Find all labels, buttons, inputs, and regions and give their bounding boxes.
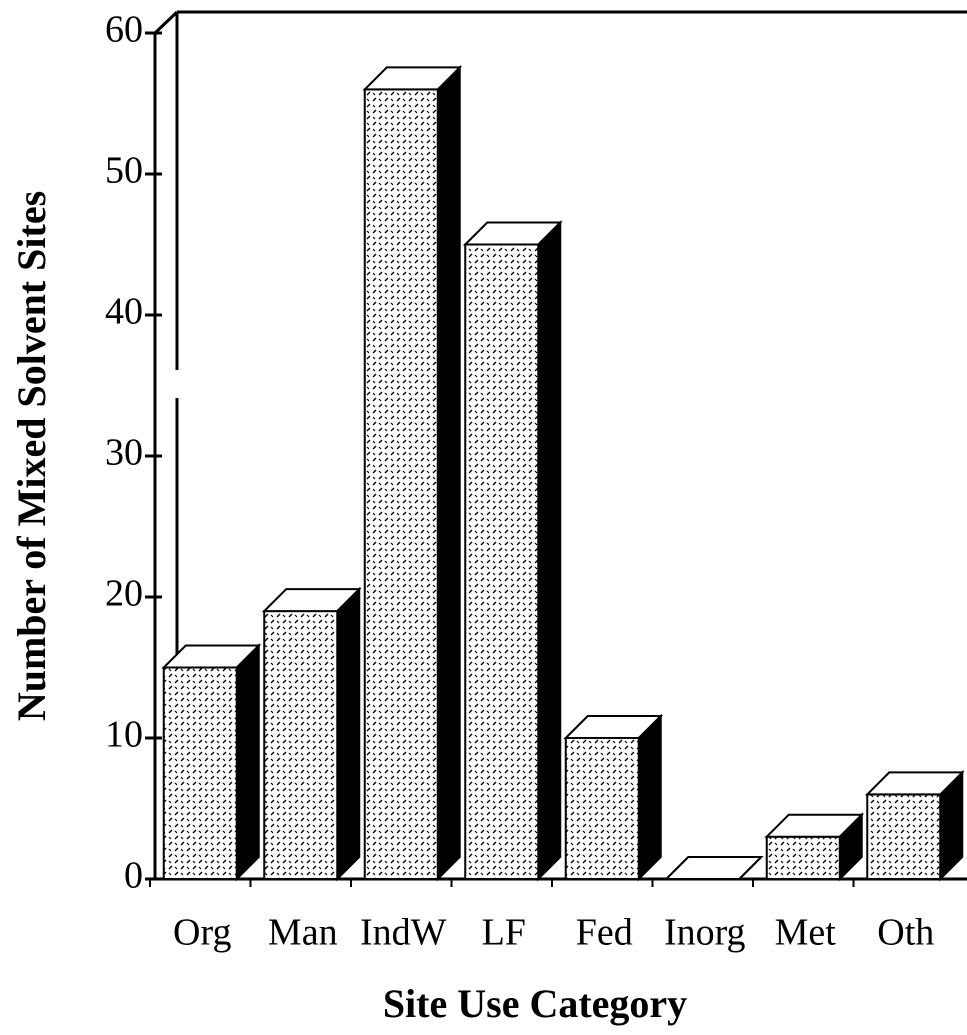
bar — [765, 835, 841, 881]
bar-top — [261, 588, 362, 613]
x-tick-label: Oth — [877, 912, 934, 954]
bar-top — [864, 771, 965, 796]
bar — [464, 243, 540, 880]
x-tick-label: IndW — [360, 912, 447, 954]
bar-side — [336, 586, 361, 882]
y-tick-label: 40 — [105, 291, 143, 333]
x-axis-title: Site Use Category — [383, 981, 687, 1026]
bar-side — [436, 64, 461, 882]
bar — [162, 666, 238, 880]
bar-top — [663, 856, 764, 880]
bar — [866, 793, 942, 881]
x-tick-label: LF — [482, 912, 526, 954]
x-tick-label: Inorg — [664, 912, 746, 954]
bar-top — [563, 715, 664, 739]
bar-side — [537, 220, 562, 882]
bar — [263, 610, 339, 880]
bar-top — [462, 221, 563, 246]
y-tick-label: 30 — [105, 432, 143, 474]
x-tick-label: Met — [775, 912, 837, 954]
y-tick-label: 20 — [105, 573, 143, 615]
bar-side — [235, 643, 260, 882]
y-tick-label: 60 — [105, 9, 143, 51]
bar-top — [764, 813, 865, 838]
y-tick-label: 10 — [105, 714, 143, 756]
x-tick-label: Org — [173, 912, 231, 954]
bar — [564, 737, 640, 880]
y-axis-title: Number of Mixed Solvent Sites — [9, 191, 54, 721]
bar-top — [161, 644, 262, 669]
x-tick-label: Fed — [576, 912, 633, 954]
bar-top — [362, 66, 463, 91]
bar-side — [637, 713, 662, 882]
y-tick-label: 50 — [105, 150, 143, 192]
x-tick-label: Man — [268, 912, 338, 954]
bar — [363, 88, 439, 880]
y-tick-label: 0 — [124, 855, 143, 897]
